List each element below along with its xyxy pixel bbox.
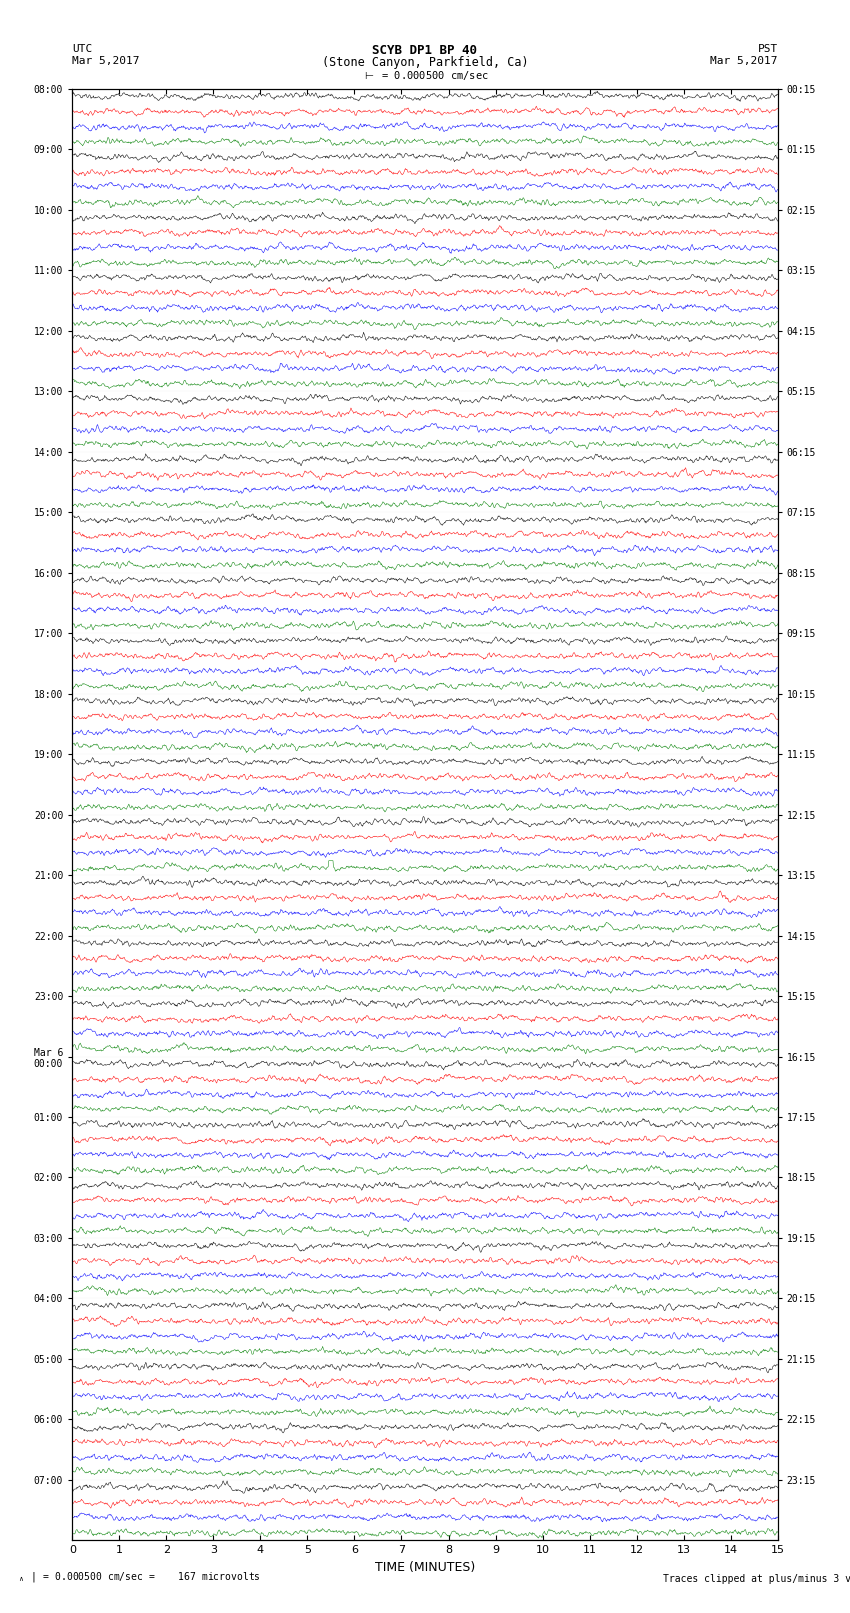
Text: Mar 5,2017: Mar 5,2017 (72, 56, 139, 66)
Text: (Stone Canyon, Parkfield, Ca): (Stone Canyon, Parkfield, Ca) (321, 56, 529, 69)
Text: $\vdash$ = 0.000500 cm/sec: $\vdash$ = 0.000500 cm/sec (362, 69, 488, 82)
Text: $_\wedge$ | = 0.000500 cm/sec =    167 microvolts: $_\wedge$ | = 0.000500 cm/sec = 167 micr… (17, 1569, 261, 1584)
Text: Mar 5,2017: Mar 5,2017 (711, 56, 778, 66)
Text: PST: PST (757, 44, 778, 53)
Text: SCYB DP1 BP 40: SCYB DP1 BP 40 (372, 44, 478, 56)
Text: UTC: UTC (72, 44, 93, 53)
Text: Traces clipped at plus/minus 3 vertical divisions: Traces clipped at plus/minus 3 vertical … (663, 1574, 850, 1584)
X-axis label: TIME (MINUTES): TIME (MINUTES) (375, 1561, 475, 1574)
